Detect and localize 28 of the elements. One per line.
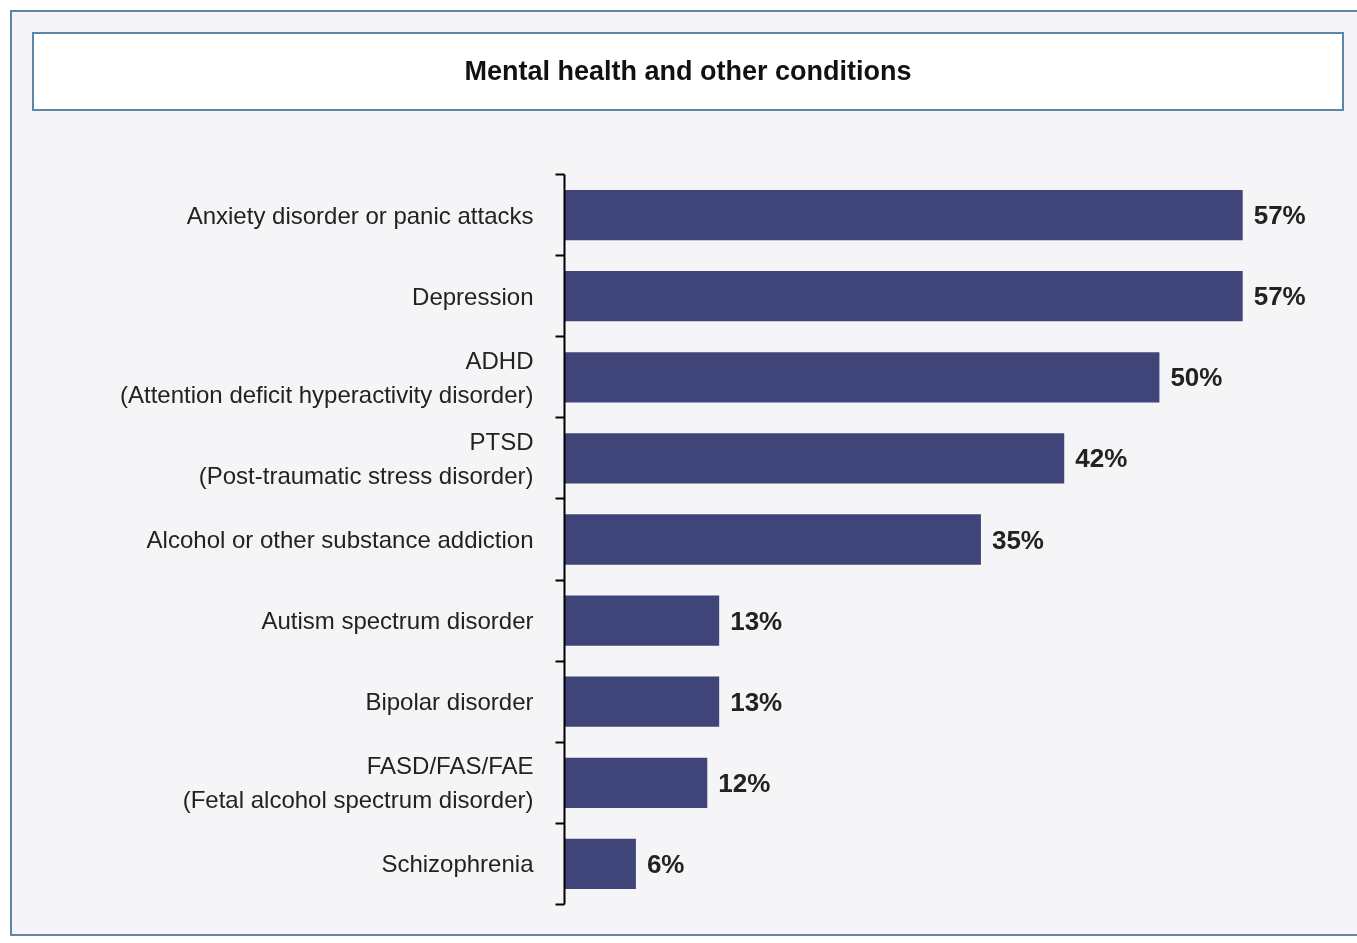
data-label: 57% (1253, 281, 1306, 312)
bar (564, 757, 708, 808)
data-label: 42% (1075, 443, 1128, 474)
data-label: 13% (730, 605, 783, 636)
y-tick-label: Anxiety disorder or panic attacks (186, 201, 534, 229)
bar (564, 676, 720, 727)
y-tick-label: Schizophrenia (381, 850, 535, 878)
y-tick-label: Autism spectrum disorder (261, 607, 534, 635)
bar (564, 433, 1065, 484)
bar (564, 514, 981, 565)
y-tick-label: ADHD (Attention deficit hyperactivity disorder) (119, 346, 534, 408)
bar (564, 271, 1243, 322)
chart-title: Mental health and other conditions (464, 55, 912, 88)
bar (564, 838, 636, 890)
bar (564, 595, 720, 646)
data-label: 12% (718, 767, 771, 798)
data-label: 50% (1170, 362, 1223, 393)
y-tick-label: Bipolar disorder (365, 688, 534, 716)
y-tick-label: FASD/FAS/FAE (Fetal alcohol spectrum disorder) (182, 752, 534, 814)
y-tick-label: Alcohol or other substance addiction (146, 526, 534, 553)
data-label: 13% (730, 686, 783, 717)
data-label: 6% (646, 848, 685, 879)
data-label: 57% (1253, 200, 1306, 231)
bar (564, 352, 1160, 403)
data-label: 35% (991, 524, 1044, 555)
y-tick-label: Depression (412, 282, 534, 310)
bar (564, 189, 1243, 241)
y-tick-label: PTSD (Post-traumatic stress disorder) (198, 428, 534, 489)
